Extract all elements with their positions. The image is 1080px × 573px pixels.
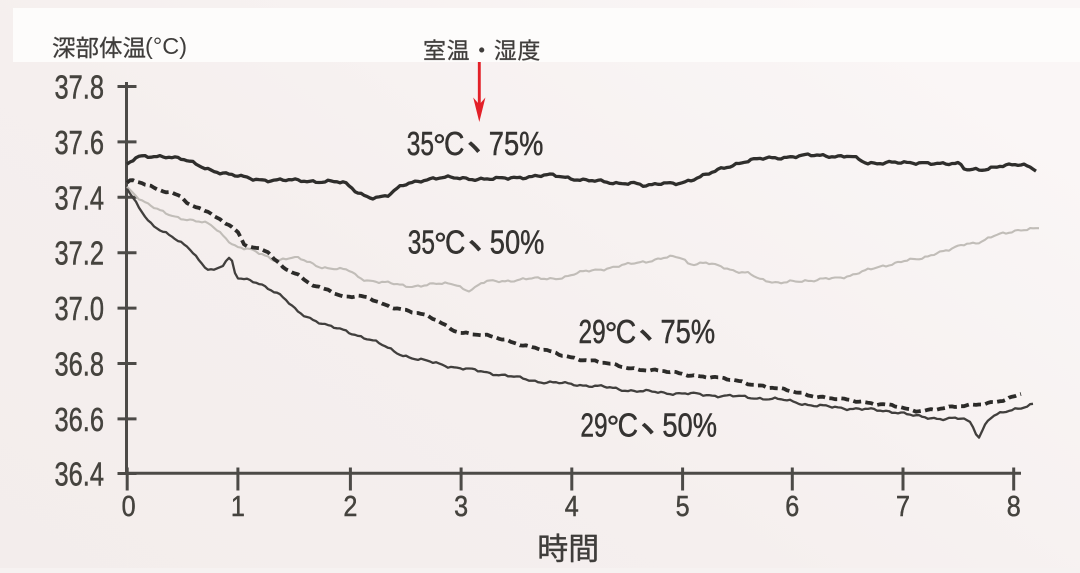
svg-text:36.6: 36.6 — [55, 401, 105, 438]
svg-text:3: 3 — [454, 491, 468, 523]
svg-text:7: 7 — [896, 491, 910, 523]
svg-text:6: 6 — [785, 491, 799, 523]
svg-text:5: 5 — [676, 491, 690, 523]
svg-text:36.8: 36.8 — [55, 346, 105, 383]
svg-text:37.4: 37.4 — [55, 179, 105, 216]
svg-text:2: 2 — [343, 491, 357, 523]
svg-text:37.2: 37.2 — [55, 235, 105, 272]
svg-text:37.6: 37.6 — [55, 124, 105, 161]
svg-text:4: 4 — [565, 491, 579, 523]
svg-text:C: C — [445, 224, 465, 261]
svg-text:36.4: 36.4 — [55, 456, 105, 493]
svg-text:1: 1 — [231, 491, 245, 523]
svg-text:0: 0 — [122, 491, 136, 523]
svg-text:75%: 75% — [489, 125, 544, 162]
svg-text:C: C — [444, 125, 464, 162]
svg-text:C: C — [616, 313, 636, 350]
svg-text:(°C): (°C) — [145, 33, 187, 59]
svg-text:35: 35 — [408, 224, 435, 261]
svg-text:29: 29 — [579, 313, 606, 350]
svg-text:37.8: 37.8 — [55, 69, 105, 106]
svg-text:C: C — [618, 407, 638, 444]
svg-text:8: 8 — [1007, 491, 1021, 523]
svg-text:50%: 50% — [490, 224, 545, 261]
svg-text:35: 35 — [407, 125, 434, 162]
svg-text:50%: 50% — [662, 407, 717, 444]
svg-text:29: 29 — [580, 407, 607, 444]
svg-text:37.0: 37.0 — [55, 290, 105, 327]
svg-text:75%: 75% — [661, 313, 716, 350]
